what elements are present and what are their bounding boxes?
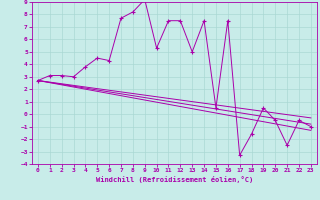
X-axis label: Windchill (Refroidissement éolien,°C): Windchill (Refroidissement éolien,°C) (96, 176, 253, 183)
